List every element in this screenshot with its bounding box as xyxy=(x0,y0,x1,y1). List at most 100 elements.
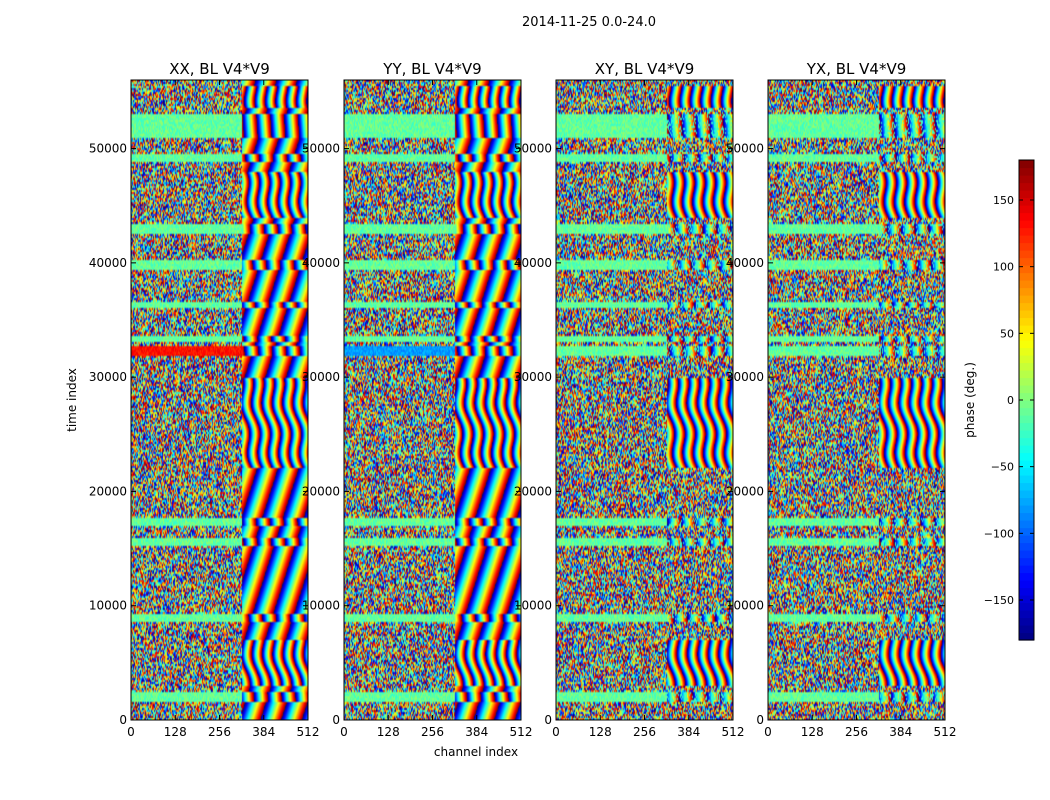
colorbar-segment xyxy=(1019,535,1034,544)
y-tick-label: 50000 xyxy=(726,142,764,156)
x-tick-label: 256 xyxy=(421,725,444,739)
x-tick-label: 128 xyxy=(589,725,612,739)
y-tick-label: 0 xyxy=(332,713,340,727)
y-tick-label: 20000 xyxy=(514,484,552,498)
x-tick-label: 384 xyxy=(677,725,700,739)
x-tick-label: 512 xyxy=(934,725,957,739)
colorbar-segment xyxy=(1019,242,1034,251)
colorbar-segment xyxy=(1019,580,1034,589)
colorbar-segment xyxy=(1019,197,1034,206)
colorbar-segment xyxy=(1019,332,1034,341)
colorbar-segment xyxy=(1019,587,1034,596)
y-tick-label: 30000 xyxy=(726,370,764,384)
colorbar-segment xyxy=(1019,542,1034,551)
colorbar-segment xyxy=(1019,265,1034,274)
colorbar-segment xyxy=(1019,317,1034,326)
colorbar-segment xyxy=(1019,340,1034,349)
y-tick-label: 20000 xyxy=(89,484,127,498)
y-tick-label: 10000 xyxy=(89,599,127,613)
colorbar-segment xyxy=(1019,257,1034,266)
y-tick-label: 40000 xyxy=(514,256,552,270)
colorbar-segment xyxy=(1019,295,1034,304)
x-tick-label: 128 xyxy=(164,725,187,739)
colorbar-segment xyxy=(1019,362,1034,371)
y-tick-label: 40000 xyxy=(89,256,127,270)
y-axis-label: time index xyxy=(65,368,79,432)
y-tick-label: 40000 xyxy=(302,256,340,270)
y-tick-label: 50000 xyxy=(302,142,340,156)
colorbar-segment xyxy=(1019,212,1034,221)
colorbar-segment xyxy=(1019,490,1034,499)
colorbar-segment xyxy=(1019,175,1034,184)
x-tick-label: 384 xyxy=(465,725,488,739)
colorbar-segment xyxy=(1019,617,1034,626)
y-tick-label: 10000 xyxy=(726,599,764,613)
colorbar-segment xyxy=(1019,280,1034,289)
colorbar-segment xyxy=(1019,220,1034,229)
colorbar-segment xyxy=(1019,325,1034,334)
colorbar-segment xyxy=(1019,205,1034,214)
colorbar-segment xyxy=(1019,505,1034,514)
x-tick-label: 0 xyxy=(127,725,135,739)
y-tick-label: 20000 xyxy=(302,484,340,498)
colorbar-segment xyxy=(1019,625,1034,634)
y-tick-label: 50000 xyxy=(514,142,552,156)
panel-heatmap xyxy=(131,80,308,720)
y-tick-label: 20000 xyxy=(726,484,764,498)
y-tick-label: 10000 xyxy=(302,599,340,613)
panel-title: XY, BL V4*V9 xyxy=(595,60,695,78)
colorbar-tick-label: −150 xyxy=(984,594,1014,607)
x-tick-label: 256 xyxy=(845,725,868,739)
panel-heatmap xyxy=(768,80,945,720)
colorbar-tick-label: 0 xyxy=(1007,394,1014,407)
colorbar-segment xyxy=(1019,415,1034,424)
colorbar-tick-label: 50 xyxy=(1000,327,1014,340)
colorbar-tick-label: −100 xyxy=(984,527,1014,540)
colorbar-segment xyxy=(1019,347,1034,356)
colorbar-segment xyxy=(1019,527,1034,536)
colorbar-segment xyxy=(1019,572,1034,581)
colorbar-label: phase (deg.) xyxy=(963,362,977,438)
panel-1: YY, BL V4*V9 0 128 256 384 512 0 10000 20000 3000… xyxy=(302,60,533,739)
colorbar-segment xyxy=(1019,227,1034,236)
y-tick-label: 0 xyxy=(119,713,127,727)
x-tick-label: 512 xyxy=(510,725,533,739)
colorbar: −150 −100 −50 0 50 100 150 xyxy=(984,159,1035,641)
colorbar-segment xyxy=(1019,595,1034,604)
colorbar-segment xyxy=(1019,452,1034,461)
figure-suptitle: 2014-11-25 0.0-24.0 xyxy=(522,15,656,30)
colorbar-segment xyxy=(1019,520,1034,529)
panel-title: YX, BL V4*V9 xyxy=(806,60,907,78)
colorbar-segment xyxy=(1019,400,1034,409)
colorbar-segment xyxy=(1019,482,1034,491)
panel-2: XY, BL V4*V9 0 128 256 384 512 0 10000 20000 3000… xyxy=(514,60,745,739)
x-tick-label: 256 xyxy=(208,725,231,739)
y-tick-label: 0 xyxy=(544,713,552,727)
y-tick-label: 10000 xyxy=(514,599,552,613)
colorbar-segment xyxy=(1019,497,1034,506)
panel-0: XX, BL V4*V9 0 128 256 384 512 0 10000 20000 3000… xyxy=(89,60,320,739)
y-tick-label: 40000 xyxy=(726,256,764,270)
y-tick-label: 0 xyxy=(756,713,764,727)
colorbar-segment xyxy=(1019,602,1034,611)
colorbar-segment xyxy=(1019,422,1034,431)
colorbar-segment xyxy=(1019,287,1034,296)
x-tick-label: 512 xyxy=(722,725,745,739)
x-tick-label: 0 xyxy=(552,725,560,739)
colorbar-segment xyxy=(1019,550,1034,559)
x-tick-label: 128 xyxy=(801,725,824,739)
colorbar-segment xyxy=(1019,392,1034,401)
x-tick-label: 256 xyxy=(633,725,656,739)
x-tick-label: 512 xyxy=(297,725,320,739)
x-tick-label: 384 xyxy=(252,725,275,739)
y-tick-label: 30000 xyxy=(302,370,340,384)
colorbar-segment xyxy=(1019,445,1034,454)
colorbar-segment xyxy=(1019,310,1034,319)
panel-3: YX, BL V4*V9 0 128 256 384 512 0 10000 20000 3000… xyxy=(726,60,957,739)
x-tick-label: 384 xyxy=(889,725,912,739)
colorbar-tick-label: −50 xyxy=(991,461,1014,474)
colorbar-segment xyxy=(1019,632,1034,641)
colorbar-tick-label: 100 xyxy=(993,261,1014,274)
colorbar-segment xyxy=(1019,302,1034,311)
